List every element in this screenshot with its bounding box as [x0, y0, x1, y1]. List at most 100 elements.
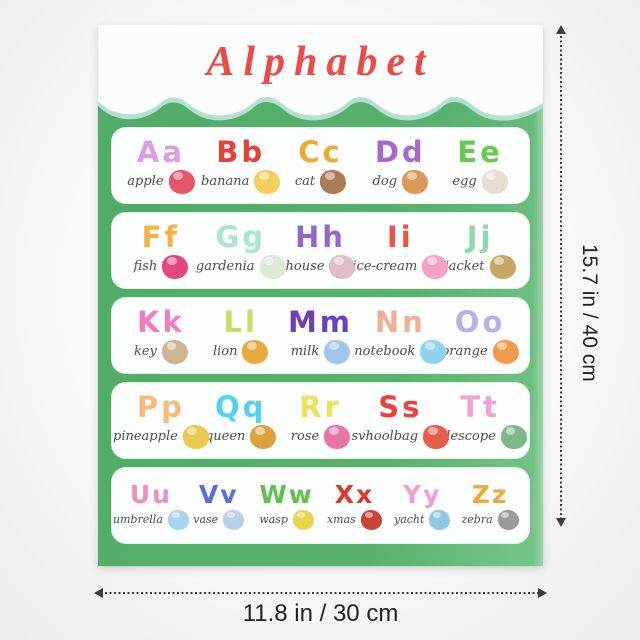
pineapple-icon	[182, 424, 209, 449]
alphabet-entry-i: Ii ice-cream	[352, 219, 449, 279]
poster-header: Alphabet	[98, 25, 543, 93]
letter-pair: Ee	[457, 134, 503, 169]
ice-cream-icon	[422, 254, 449, 279]
entry-word: yacht	[394, 513, 425, 526]
arrow-left-icon	[94, 588, 103, 598]
letter-pair: Gg	[215, 219, 266, 254]
fish-icon	[162, 254, 189, 279]
entry-word: gardenia	[195, 259, 255, 274]
house-icon	[329, 254, 356, 279]
width-dimension-line	[94, 588, 547, 598]
telescope-icon	[500, 424, 527, 449]
arrow-down-icon	[556, 518, 566, 527]
queen-icon	[250, 424, 277, 449]
alphabet-entry-y: Yy yacht	[388, 482, 456, 530]
alphabet-row: Aa apple Bb banana Cc cat Dd dog Ee eg	[111, 127, 530, 204]
letter-pair: Qq	[214, 389, 267, 424]
letter-pair: Mm	[287, 304, 354, 339]
height-dimension-line	[556, 25, 566, 527]
entry-word: lion	[212, 344, 238, 359]
alphabet-row: Kk key Ll lion Mm milk Nn notebook Oo	[111, 297, 530, 374]
orange-icon	[492, 339, 519, 364]
entry-word: xmas	[326, 513, 356, 526]
letter-pair: Ll	[223, 304, 258, 339]
entry-word: vase	[193, 513, 219, 526]
entry-word: egg	[452, 174, 477, 189]
dog-icon	[402, 169, 429, 194]
alphabet-entry-g: Gg gardenia	[196, 219, 286, 279]
milk-icon	[324, 339, 351, 364]
letter-pair: Rr	[299, 389, 342, 424]
letter-pair: Yy	[403, 479, 442, 509]
entry-word: banana	[201, 174, 250, 189]
alphabet-entry-s: Ss svhoolbag	[352, 389, 450, 449]
alphabet-entry-a: Aa apple	[121, 134, 201, 194]
letter-pair: Oo	[454, 304, 506, 339]
alphabet-entry-x: Xx xmas	[320, 482, 388, 530]
letter-pair: Ii	[386, 219, 414, 254]
gardenia-icon	[259, 254, 286, 279]
letter-pair: Aa	[136, 134, 185, 169]
entry-word: rose	[290, 429, 320, 444]
alphabet-entry-m: Mm milk	[281, 304, 361, 364]
cloud-wave-border	[98, 93, 543, 121]
letter-pair: Uu	[129, 479, 172, 509]
alphabet-poster: Alphabet Aa apple Bb banana Cc cat	[98, 25, 543, 566]
alphabet-entry-t: Tt telescope	[433, 389, 527, 449]
width-dimension-label: 11.8 in / 30 cm	[242, 600, 399, 627]
letter-pair: Dd	[374, 134, 426, 169]
rose-icon	[324, 424, 351, 449]
alphabet-entry-l: Ll lion	[201, 304, 281, 364]
alphabet-entry-d: Dd dog	[360, 134, 440, 194]
letter-pair: Jj	[466, 219, 494, 254]
letter-pair: Ss	[378, 389, 423, 424]
letter-pair: Xx	[334, 479, 375, 509]
alphabet-entry-f: Ff fish	[121, 222, 201, 279]
entry-word: telescope	[433, 429, 496, 444]
alphabet-entry-j: Jj jacket	[440, 219, 520, 279]
entry-word: key	[133, 344, 157, 359]
arrow-right-icon	[538, 588, 547, 598]
egg-icon	[481, 169, 508, 194]
entry-word: wasp	[259, 513, 288, 526]
alphabet-row: Uu umbrella Vv vase Ww wasp Xx xmas Yy	[111, 467, 530, 544]
alphabet-entry-w: Ww wasp	[253, 482, 321, 530]
alphabet-entry-b: Bb banana	[201, 134, 281, 194]
key-icon	[161, 339, 188, 364]
cat-icon	[320, 169, 347, 194]
letter-pair: Kk	[137, 304, 185, 339]
apple-icon	[168, 169, 195, 194]
entry-word: house	[285, 259, 325, 274]
letter-pair: Pp	[136, 389, 185, 424]
entry-word: ice-cream	[352, 259, 418, 274]
letter-pair: Bb	[216, 134, 266, 169]
height-dimension-label: 15.7 in / 40 cm	[578, 244, 601, 382]
entry-word: notebook	[354, 344, 416, 359]
alphabet-entry-u: Uu umbrella	[113, 479, 189, 530]
entry-word: queen	[204, 429, 246, 444]
alphabet-entry-r: Rr rose	[281, 389, 361, 449]
yacht-icon	[429, 509, 451, 530]
arrow-up-icon	[556, 25, 566, 34]
schoolbag-icon	[423, 424, 450, 449]
alphabet-entry-q: Qq queen	[201, 389, 281, 449]
letter-pair: Hh	[295, 219, 346, 254]
letter-pair: Ww	[259, 479, 314, 509]
alphabet-entry-c: Cc cat	[281, 137, 361, 194]
entry-word: fish	[133, 259, 158, 274]
entry-word: jacket	[444, 259, 485, 274]
alphabet-entry-o: Oo orange	[440, 304, 520, 364]
alphabet-entry-e: Ee egg	[440, 134, 520, 194]
entry-word: dog	[372, 174, 398, 189]
entry-word: apple	[127, 174, 164, 189]
entry-word: svhoolbag	[351, 429, 419, 444]
alphabet-row: Ff fish Gg gardenia Hh house Ii ice-crea…	[111, 212, 530, 289]
entry-word: cat	[294, 174, 316, 189]
xmas-icon	[360, 509, 382, 530]
alphabet-entry-h: Hh house	[281, 219, 361, 279]
entry-word: orange	[441, 344, 488, 359]
alphabet-entry-n: Nn notebook	[354, 304, 447, 364]
letter-pair: Tt	[460, 389, 500, 424]
letter-pair: Vv	[198, 479, 239, 509]
letter-pair: Nn	[374, 304, 426, 339]
